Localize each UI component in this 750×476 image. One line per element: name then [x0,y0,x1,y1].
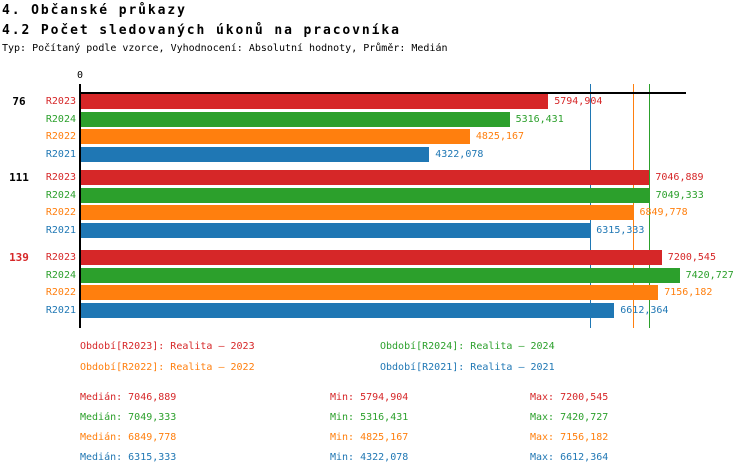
median-line-R2022 [632,84,635,328]
bar-value-label: 7049,333 [655,189,704,201]
series-row-label: R2024 [45,113,76,125]
series-row-label: R2023 [45,252,76,263]
series-row-label: R2023 [45,96,76,107]
legend-item-R2022: Období[R2022]: Realita – 2022 [80,362,255,373]
bar-R2022 [81,285,659,300]
group-label: 111 [9,171,29,184]
bar-R2023 [81,170,650,185]
bar-value-label: 7200,545 [667,252,716,263]
bar-value-label: 5316,431 [515,113,564,125]
series-row-label: R2022 [45,207,76,218]
bar-R2024 [81,187,650,203]
report-section-title: 4.2 Počet sledovaných úkonů na pracovník… [2,23,401,38]
stat-min-R2024: Min: 5316,431 [330,412,409,423]
bar-value-label: 4825,167 [475,131,525,142]
series-row-label: R2021 [45,148,76,160]
stat-min-R2023: Min: 5794,904 [330,392,409,403]
bar-R2021 [81,302,615,318]
stat-min-R2022: Min: 4825,167 [330,432,409,443]
legend-item-R2021: Období[R2021]: Realita – 2021 [380,362,555,373]
bar-R2022 [81,205,634,220]
stat-median-R2022: Medián: 6849,778 [80,432,177,443]
series-row-label: R2022 [45,131,76,142]
bar-R2021 [81,146,430,162]
stat-median-R2023: Medián: 7046,889 [80,392,177,403]
report-title: 4. Občanské průkazy [2,3,187,18]
stat-max-R2021: Max: 6612,364 [530,452,609,463]
bar-value-label: 7420,727 [685,269,734,281]
bar-R2024 [81,267,680,283]
group-label: 139 [9,251,29,264]
group-label: 76 [12,95,26,108]
series-row-label: R2022 [45,287,76,298]
axis-y-line [79,84,81,328]
bar-R2024 [81,111,510,127]
series-row-label: R2024 [45,189,76,201]
bar-R2022 [81,129,470,144]
stat-max-R2023: Max: 7200,545 [530,392,609,403]
bar-value-label: 5794,904 [554,96,603,107]
median-line-R2024 [648,84,651,328]
stat-median-R2021: Medián: 6315,333 [80,452,177,463]
report-meta-line: Typ: Počítaný podle vzorce, Vyhodnocení:… [2,43,448,54]
bar-value-label: 6315,333 [596,224,645,236]
series-row-label: R2024 [45,269,76,281]
stat-median-R2024: Medián: 7049,333 [80,412,177,423]
axis-x-line [80,92,686,94]
legend-item-R2024: Období[R2024]: Realita – 2024 [380,341,555,352]
bar-value-label: 4322,078 [435,148,484,160]
series-row-label: R2021 [45,304,76,316]
series-row-label: R2023 [45,172,76,183]
bar-value-label: 7156,182 [664,287,713,298]
stat-min-R2021: Min: 4322,078 [330,452,409,463]
stat-max-R2022: Max: 7156,182 [530,432,609,443]
bar-R2023 [81,94,549,109]
bar-value-label: 7046,889 [655,172,704,183]
bar-R2023 [81,250,662,265]
zero-tick-label: 0 [76,70,84,81]
bar-R2021 [81,222,591,238]
stat-max-R2024: Max: 7420,727 [530,412,609,423]
bar-value-label: 6612,364 [620,304,669,316]
bar-value-label: 6849,778 [639,207,688,218]
legend-item-R2023: Období[R2023]: Realita – 2023 [80,341,255,352]
series-row-label: R2021 [45,224,76,236]
